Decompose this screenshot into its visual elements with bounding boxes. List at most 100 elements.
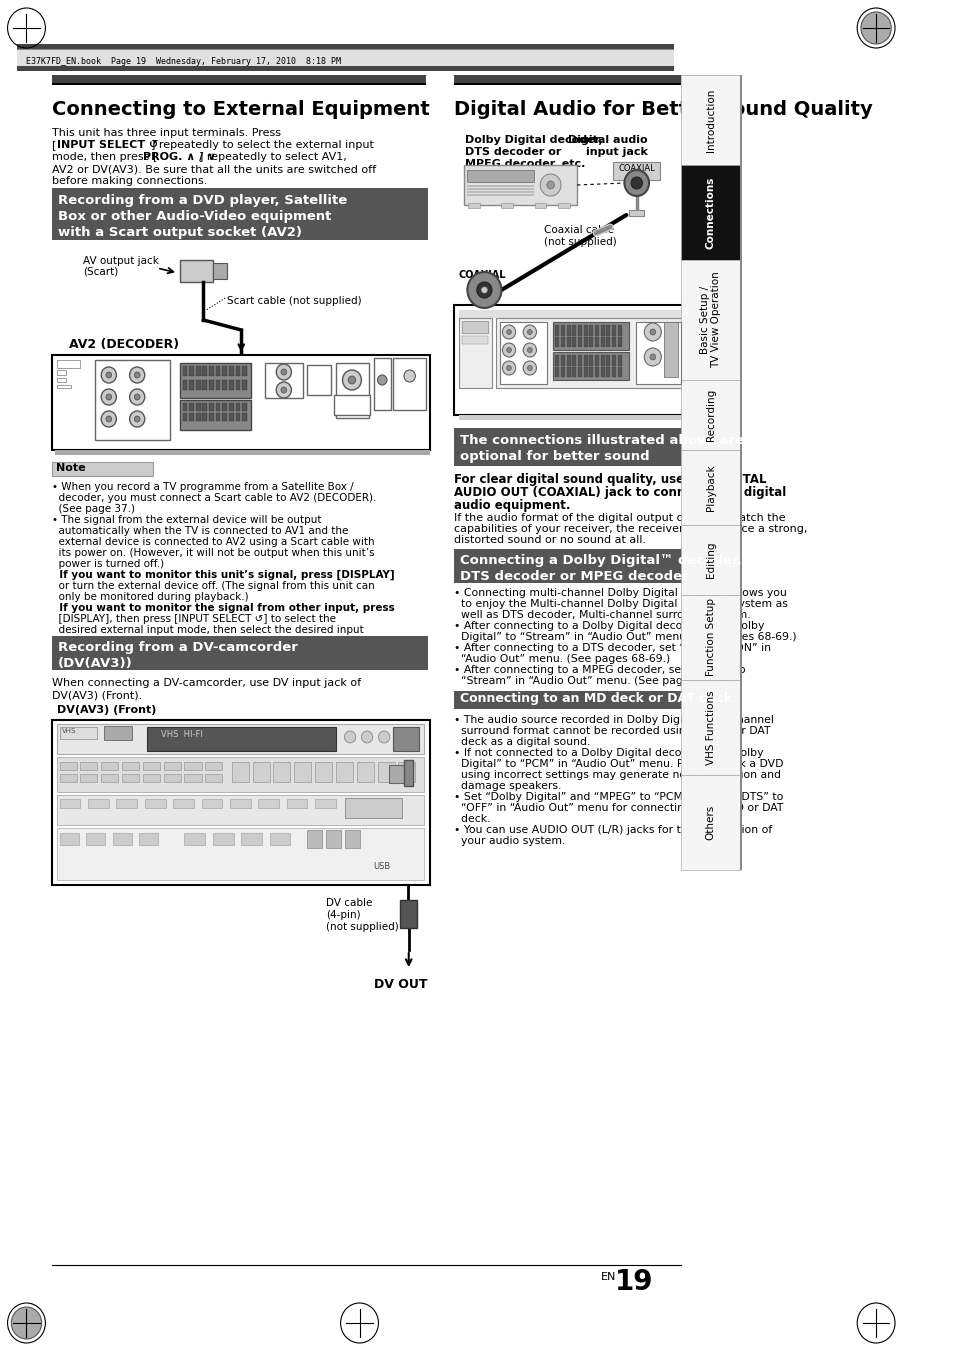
Bar <box>467 195 533 196</box>
Bar <box>377 762 395 782</box>
Bar <box>213 834 233 844</box>
Text: This unit has three input terminals. Press: This unit has three input terminals. Pre… <box>52 128 281 138</box>
Bar <box>314 798 335 808</box>
Circle shape <box>527 347 532 353</box>
Bar <box>215 366 220 376</box>
Bar <box>101 762 118 770</box>
Text: Basic Setup /
TV View Operation: Basic Setup / TV View Operation <box>699 272 720 369</box>
Text: • The audio source recorded in Dolby Digital Multi-channel: • The audio source recorded in Dolby Dig… <box>454 715 773 725</box>
Circle shape <box>860 12 890 45</box>
Bar <box>458 317 492 388</box>
Text: Introduction: Introduction <box>705 88 715 151</box>
Circle shape <box>502 343 515 357</box>
Text: If you want to monitor the signal from other input, press: If you want to monitor the signal from o… <box>52 603 395 613</box>
Bar <box>88 798 109 808</box>
Text: • You can use AUDIO OUT (L/R) jacks for the connection of: • You can use AUDIO OUT (L/R) jacks for … <box>454 825 772 835</box>
Text: capabilities of your receiver, the receiver will produce a strong,: capabilities of your receiver, the recei… <box>454 524 806 534</box>
Circle shape <box>276 382 291 399</box>
Circle shape <box>527 330 532 335</box>
Text: desired external input mode, then select the desired input: desired external input mode, then select… <box>52 626 363 635</box>
Bar <box>534 203 545 208</box>
Bar <box>17 45 673 49</box>
Text: 19: 19 <box>615 1269 653 1296</box>
Bar <box>172 798 193 808</box>
Text: Connecting to an MD deck or DAT deck: Connecting to an MD deck or DAT deck <box>459 692 731 705</box>
Bar <box>294 762 311 782</box>
Bar <box>195 380 200 390</box>
Circle shape <box>130 389 145 405</box>
Bar <box>600 355 604 366</box>
Circle shape <box>276 363 291 380</box>
Text: (4-pin): (4-pin) <box>326 911 360 920</box>
Bar <box>560 336 564 347</box>
Text: Digital Audio for Better Sound Quality: Digital Audio for Better Sound Quality <box>454 100 872 119</box>
Circle shape <box>630 177 641 189</box>
Text: Coaxial cable: Coaxial cable <box>543 226 614 235</box>
Bar <box>555 367 558 377</box>
Bar <box>612 367 616 377</box>
Text: COAXIAL: COAXIAL <box>458 270 506 280</box>
Bar <box>205 774 222 782</box>
Bar <box>235 380 240 390</box>
Bar <box>116 798 137 808</box>
Bar <box>560 367 564 377</box>
Text: When connecting a DV-camcorder, use DV input jack of: When connecting a DV-camcorder, use DV i… <box>52 678 361 688</box>
Circle shape <box>506 366 511 370</box>
Bar <box>189 403 193 411</box>
Bar <box>57 385 71 388</box>
Bar <box>195 413 200 422</box>
Bar <box>680 450 740 526</box>
Text: • Set “Dolby Digital” and “MPEG” to “PCM” and set “DTS” to: • Set “Dolby Digital” and “MPEG” to “PCM… <box>454 792 782 802</box>
Bar <box>57 359 80 367</box>
Circle shape <box>344 731 355 743</box>
Circle shape <box>101 367 116 382</box>
Circle shape <box>522 326 536 339</box>
Bar <box>613 162 659 180</box>
Text: AV2 or DV(AV3). Be sure that all the units are switched off: AV2 or DV(AV3). Be sure that all the uni… <box>52 163 375 174</box>
Text: INPUT SELECT ↺: INPUT SELECT ↺ <box>57 141 158 150</box>
Bar <box>458 415 690 420</box>
Circle shape <box>361 731 373 743</box>
Bar <box>195 403 200 411</box>
Circle shape <box>101 389 116 405</box>
Circle shape <box>527 366 532 370</box>
Text: (See page 37.): (See page 37.) <box>52 504 135 513</box>
Bar <box>52 188 427 240</box>
Bar <box>589 367 593 377</box>
Bar <box>583 367 587 377</box>
Bar <box>201 798 222 808</box>
Bar <box>184 834 205 844</box>
Text: DV(AV3) (Front): DV(AV3) (Front) <box>57 705 156 715</box>
Circle shape <box>476 282 492 299</box>
Bar <box>59 774 76 782</box>
Bar <box>458 309 685 317</box>
Bar <box>600 336 604 347</box>
Circle shape <box>106 372 112 378</box>
Bar <box>215 413 220 422</box>
Text: mode, then press [: mode, then press [ <box>52 153 157 162</box>
Text: E37K7FD_EN.book  Page 19  Wednesday, February 17, 2010  8:18 PM: E37K7FD_EN.book Page 19 Wednesday, Febru… <box>27 57 341 65</box>
Bar <box>195 366 200 376</box>
Text: Recording: Recording <box>705 389 715 442</box>
Circle shape <box>134 372 140 378</box>
Bar <box>57 378 66 382</box>
Text: ] repeatedly to select AV1,: ] repeatedly to select AV1, <box>198 153 346 162</box>
Text: Digital” to “PCM” in “Audio Out” menu. Playing back a DVD: Digital” to “PCM” in “Audio Out” menu. P… <box>454 759 782 769</box>
Text: USB: USB <box>374 862 391 871</box>
Bar <box>230 798 251 808</box>
Circle shape <box>378 731 390 743</box>
Circle shape <box>643 349 660 366</box>
Text: input jack: input jack <box>585 147 647 157</box>
Bar <box>566 355 570 366</box>
Bar <box>583 336 587 347</box>
Text: VHS Functions: VHS Functions <box>705 690 715 765</box>
Bar <box>202 366 207 376</box>
Circle shape <box>342 370 361 390</box>
Bar <box>209 366 213 376</box>
Bar <box>59 762 76 770</box>
Bar <box>690 309 701 415</box>
Bar <box>356 762 374 782</box>
Bar <box>202 413 207 422</box>
Bar <box>635 322 680 384</box>
Text: The connections illustrated above are: The connections illustrated above are <box>459 434 743 447</box>
